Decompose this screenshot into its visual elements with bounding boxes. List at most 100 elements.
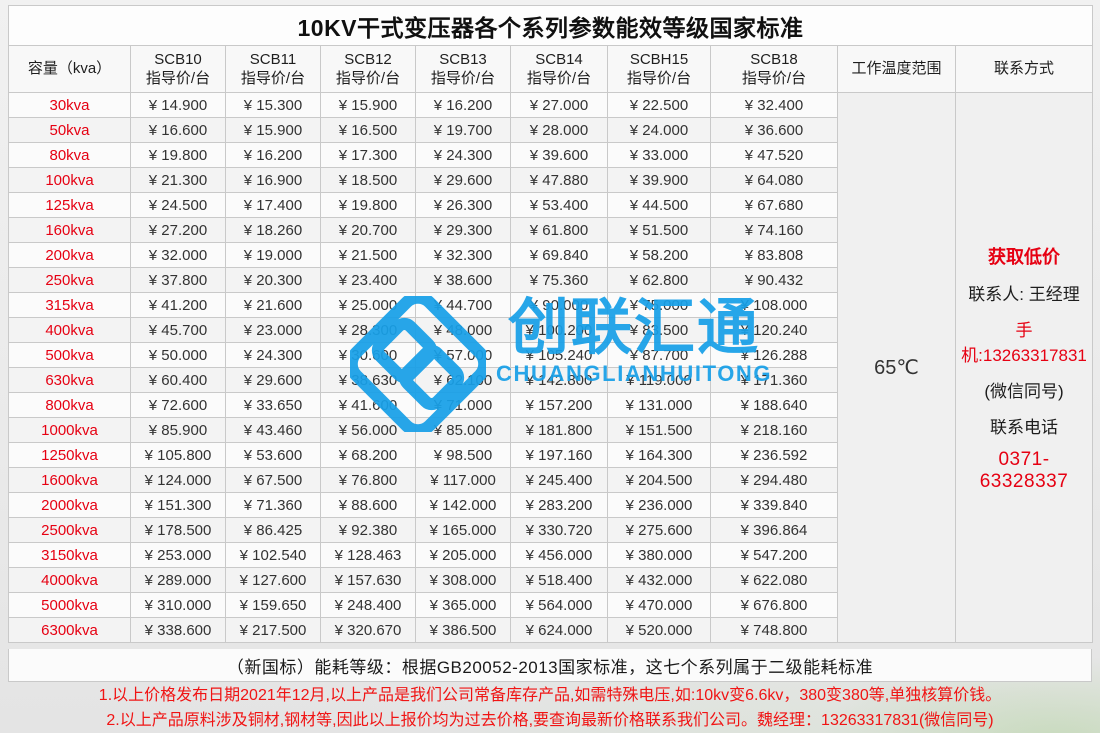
price-cell: ¥ 53.600 [225,442,321,468]
price-cell: ¥ 39.600 [510,142,608,168]
price-cell: ¥ 27.200 [130,217,226,243]
price-cell: ¥ 16.200 [225,142,321,168]
table-row: 6300kva ¥ 338.600 ¥ 217.500 ¥ 320.670 ¥ 386.… [8,617,1093,643]
price-cell: ¥ 85.900 [130,417,226,443]
price-cell: ¥ 181.800 [510,417,608,443]
contact-phone: 0371-63328337 [979,448,1069,492]
column-header-scbh15: SCBH15 指导价/台 [607,45,711,93]
price-cell: ¥ 100.200 [510,317,608,343]
price-cell: ¥ 58.200 [607,242,711,268]
price-cell: ¥ 23.400 [320,267,416,293]
capacity-cell: 200kva [8,242,131,268]
price-cell: ¥ 43.460 [225,417,321,443]
price-cell: ¥ 16.900 [225,167,321,193]
price-cell: ¥ 283.200 [510,492,608,518]
price-cell: ¥ 60.400 [130,367,226,393]
price-cell: ¥ 61.800 [510,217,608,243]
contact-stack: 获取低价 联系人: 王经理 手机:13263317831 (微信同号) 联系电话 0371… [956,93,1092,642]
price-cell: ¥ 19.800 [130,142,226,168]
table-row: 250kva ¥ 37.800 ¥ 20.300 ¥ 23.400 ¥ 38.600 ¥ … [8,267,1093,293]
price-cell: ¥ 29.300 [415,217,511,243]
price-cell: ¥ 127.600 [225,567,321,593]
price-cell: ¥ 37.800 [130,267,226,293]
price-cell: ¥ 108.000 [710,292,838,318]
price-cell: ¥ 330.720 [510,517,608,543]
price-cell: ¥ 157.630 [320,567,416,593]
price-cell: ¥ 126.288 [710,342,838,368]
price-cell: ¥ 74.160 [710,217,838,243]
price-cell: ¥ 308.000 [415,567,511,593]
price-cell: ¥ 165.000 [415,517,511,543]
price-cell: ¥ 119.000 [607,367,711,393]
price-cell: ¥ 320.670 [320,617,416,643]
contact-person: 联系人: 王经理 [968,284,1080,304]
price-cell: ¥ 151.500 [607,417,711,443]
header-row: 容量（kva） SCB10 指导价/台 SCB11 指导价/台 SCB12 指导价/台… [8,45,1094,93]
price-cell: ¥ 102.540 [225,542,321,568]
series-sub: 指导价/台 [430,70,496,87]
footer-notes: 1.以上价格发布日期2021年12月,以上产品是我们公司常备库存产品,如需特殊电… [0,683,1100,733]
price-cell: ¥ 90.432 [710,267,838,293]
price-cell: ¥ 105.800 [130,442,226,468]
price-cell: ¥ 98.500 [415,442,511,468]
table-row: 5000kva ¥ 310.000 ¥ 159.650 ¥ 248.400 ¥ 365.… [8,592,1093,618]
price-table-body: 30kva ¥ 14.900 ¥ 15.300 ¥ 15.900 ¥ 16.200 ¥ 2… [8,92,1094,643]
table-row: 160kva ¥ 27.200 ¥ 18.260 ¥ 20.700 ¥ 29.300 ¥ … [8,217,1093,243]
table-row: 3150kva ¥ 253.000 ¥ 102.540 ¥ 128.463 ¥ 205.… [8,542,1093,568]
table-row: 30kva ¥ 14.900 ¥ 15.300 ¥ 15.900 ¥ 16.200 ¥ 2… [8,92,1094,643]
contact-mobile: 手机:13263317831 [961,320,1087,365]
series-name: SCB10 [154,50,202,68]
price-cell: ¥ 20.300 [225,267,321,293]
price-cell: ¥ 14.900 [130,92,226,118]
price-cell: ¥ 28.300 [320,317,416,343]
price-cell: ¥ 47.520 [710,142,838,168]
capacity-cell: 1600kva [8,467,131,493]
price-cell: ¥ 18.260 [225,217,321,243]
price-cell: ¥ 151.300 [130,492,226,518]
capacity-cell: 1000kva [8,417,131,443]
price-cell: ¥ 68.200 [320,442,416,468]
table-row: 2500kva ¥ 178.500 ¥ 86.425 ¥ 92.380 ¥ 165.00… [8,517,1093,543]
price-cell: ¥ 41.600 [320,392,416,418]
price-cell: ¥ 53.400 [510,192,608,218]
price-cell: ¥ 289.000 [130,567,226,593]
column-header-contact: 联系方式 [954,45,1094,93]
column-header-scb13: SCB13 指导价/台 [415,45,511,93]
price-cell: ¥ 128.463 [320,542,416,568]
price-note-2: 2.以上产品原料涉及铜材,钢材等,因此以上报价均为过去价格,要查询最新价格联系我… [106,711,994,729]
capacity-cell: 630kva [8,367,131,393]
price-cell: ¥ 217.500 [225,617,321,643]
price-cell: ¥ 470.000 [607,592,711,618]
price-cell: ¥ 38.630 [320,367,416,393]
capacity-cell: 5000kva [8,592,131,618]
price-cell: ¥ 19.700 [415,117,511,143]
price-cell: ¥ 67.500 [225,467,321,493]
price-cell: ¥ 205.000 [415,542,511,568]
price-cell: ¥ 21.600 [225,292,321,318]
price-cell: ¥ 32.400 [710,92,838,118]
series-sub: 指导价/台 [335,70,401,87]
price-cell: ¥ 164.300 [607,442,711,468]
table-row: 1600kva ¥ 124.000 ¥ 67.500 ¥ 76.800 ¥ 117.00… [8,467,1093,493]
price-cell: ¥ 236.000 [607,492,711,518]
price-cell: ¥ 67.680 [710,192,838,218]
title-row: 10KV干式变压器各个系列参数能效等级国家标准 [7,5,1094,46]
capacity-cell: 2500kva [8,517,131,543]
price-cell: ¥ 29.600 [415,167,511,193]
price-cell: ¥ 44.700 [415,292,511,318]
price-cell: ¥ 86.425 [225,517,321,543]
column-header-scb12: SCB12 指导价/台 [320,45,416,93]
price-cell: ¥ 76.800 [320,467,416,493]
price-cell: ¥ 88.600 [320,492,416,518]
price-cell: ¥ 62.800 [607,267,711,293]
price-cell: ¥ 338.600 [130,617,226,643]
price-cell: ¥ 380.000 [607,542,711,568]
price-cell: ¥ 22.500 [607,92,711,118]
price-cell: ¥ 28.000 [510,117,608,143]
price-cell: ¥ 69.840 [510,242,608,268]
table-row: 50kva ¥ 16.600 ¥ 15.900 ¥ 16.500 ¥ 19.700 ¥ 2… [8,117,1093,143]
price-cell: ¥ 83.500 [607,317,711,343]
capacity-cell: 160kva [8,217,131,243]
price-cell: ¥ 85.000 [415,417,511,443]
price-cell: ¥ 17.300 [320,142,416,168]
